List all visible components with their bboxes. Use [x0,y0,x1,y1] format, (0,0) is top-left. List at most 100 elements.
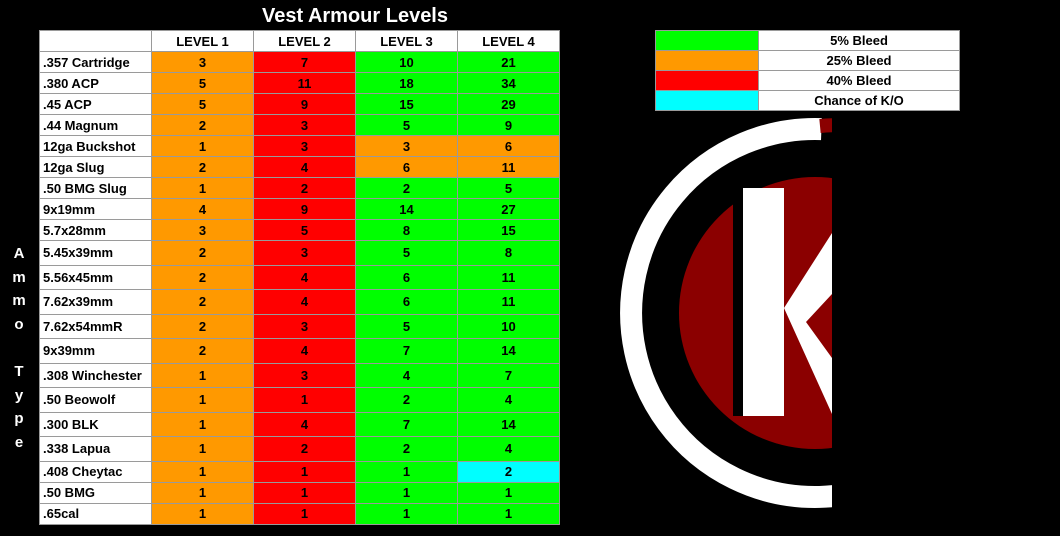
legend-swatch [655,30,759,51]
table-row: .50 Beowolf 1 1 2 4 [39,387,560,413]
legend-row: 5% Bleed [655,30,960,51]
level-1-value-cell: 2 [151,240,254,266]
level-1-value-cell: 4 [151,198,254,220]
level-4-value-cell: 2 [457,460,560,483]
table-row: 7.62x39mm 2 4 6 11 [39,289,560,315]
level-1-value-cell: 2 [151,289,254,315]
table-row: .357 Cartridge 3 7 10 21 [39,51,560,73]
table-row: .45 ACP 5 9 15 29 [39,93,560,115]
table-row: .44 Magnum 2 3 5 9 [39,114,560,136]
level-1-value-cell: 1 [151,362,254,388]
ammo-name-cell: .338 Lapua [39,436,152,462]
table-row: 12ga Buckshot 1 3 3 6 [39,135,560,157]
level-2-value-cell: 4 [253,289,356,315]
ammo-name-cell: .50 BMG Slug [39,177,152,199]
side-label-letter: m [12,268,26,286]
level-4-value-cell: 4 [457,387,560,413]
level-4-value-cell: 1 [457,502,560,525]
side-label-letter: m [12,292,26,309]
ammo-name-cell: 7.62x54mmR [39,313,152,339]
legend-row: 25% Bleed [655,50,960,71]
level-1-value-cell: 3 [151,219,254,241]
ammo-name-cell: 5.45x39mm [39,240,152,266]
level-2-value-cell: 4 [253,338,356,364]
level-1-value-cell: 1 [151,502,254,525]
level-1-value-cell: 5 [151,72,254,94]
level-3-value-cell: 2 [355,177,458,199]
header-level-2: LEVEL 2 [253,30,356,52]
table-row: 12ga Slug 2 4 6 11 [39,156,560,178]
level-4-value-cell: 11 [457,156,560,178]
level-3-value-cell: 15 [355,93,458,115]
legend-label: 40% Bleed [758,70,960,91]
table-row: .50 BMG 1 1 1 1 [39,481,560,504]
level-4-value-cell: 11 [457,264,560,290]
level-2-value-cell: 3 [253,362,356,388]
table-row: 5.45x39mm 2 3 5 8 [39,240,560,266]
level-2-value-cell: 4 [253,156,356,178]
side-label-letter: o [14,315,24,333]
ammo-name-cell: .45 ACP [39,93,152,115]
level-2-value-cell: 9 [253,198,356,220]
level-2-value-cell: 11 [253,72,356,94]
level-4-value-cell: 11 [457,289,560,315]
level-1-value-cell: 1 [151,387,254,413]
legend-row: Chance of K/O [655,90,960,111]
level-2-value-cell: 3 [253,114,356,136]
level-3-value-cell: 1 [355,481,458,504]
ammo-name-cell: .50 Beowolf [39,387,152,413]
level-2-value-cell: 7 [253,51,356,73]
level-2-value-cell: 1 [253,460,356,483]
level-3-value-cell: 6 [355,264,458,290]
level-2-value-cell: 1 [253,481,356,504]
level-2-value-cell: 1 [253,387,356,413]
level-4-value-cell: 34 [457,72,560,94]
level-1-value-cell: 1 [151,411,254,437]
header-level-1: LEVEL 1 [151,30,254,52]
table-row: .308 Winchester 1 3 4 7 [39,362,560,388]
side-label-letter: A [13,245,25,262]
level-4-value-cell: 21 [457,51,560,73]
level-3-value-cell: 8 [355,219,458,241]
legend-label: 25% Bleed [758,50,960,71]
level-3-value-cell: 2 [355,387,458,413]
ammo-name-cell: 5.56x45mm [39,264,152,290]
ammo-name-cell: .65cal [39,502,152,525]
table-row: .338 Lapua 1 2 2 4 [39,436,560,462]
level-3-value-cell: 6 [355,156,458,178]
level-4-value-cell: 7 [457,362,560,388]
level-4-value-cell: 29 [457,93,560,115]
level-2-value-cell: 3 [253,313,356,339]
ammo-name-cell: 12ga Buckshot [39,135,152,157]
level-3-value-cell: 4 [355,362,458,388]
level-4-value-cell: 1 [457,481,560,504]
level-3-value-cell: 1 [355,502,458,525]
ammo-name-cell: .380 ACP [39,72,152,94]
header-row: LEVEL 1 LEVEL 2 LEVEL 3 LEVEL 4 [39,30,560,52]
level-3-value-cell: 5 [355,114,458,136]
legend-label: 5% Bleed [758,30,960,51]
table-row: .65cal 1 1 1 1 [39,502,560,525]
side-label-letter: e [14,433,24,451]
ammo-name-cell: .300 BLK [39,411,152,437]
level-2-value-cell: 3 [253,240,356,266]
legend-swatch [655,50,759,71]
ammo-name-cell: .357 Cartridge [39,51,152,73]
level-3-value-cell: 7 [355,338,458,364]
table-row: .380 ACP 5 11 18 34 [39,72,560,94]
level-3-value-cell: 3 [355,135,458,157]
level-4-value-cell: 15 [457,219,560,241]
level-3-value-cell: 6 [355,289,458,315]
level-1-value-cell: 5 [151,93,254,115]
ammo-name-cell: .408 Cheytac [39,460,152,483]
level-4-value-cell: 4 [457,436,560,462]
level-4-value-cell: 6 [457,135,560,157]
level-2-value-cell: 5 [253,219,356,241]
level-2-value-cell: 2 [253,177,356,199]
level-2-value-cell: 1 [253,502,356,525]
ammo-name-cell: 9x19mm [39,198,152,220]
side-label-letter [5,336,33,360]
level-2-value-cell: 9 [253,93,356,115]
header-cell-blank [39,30,152,52]
